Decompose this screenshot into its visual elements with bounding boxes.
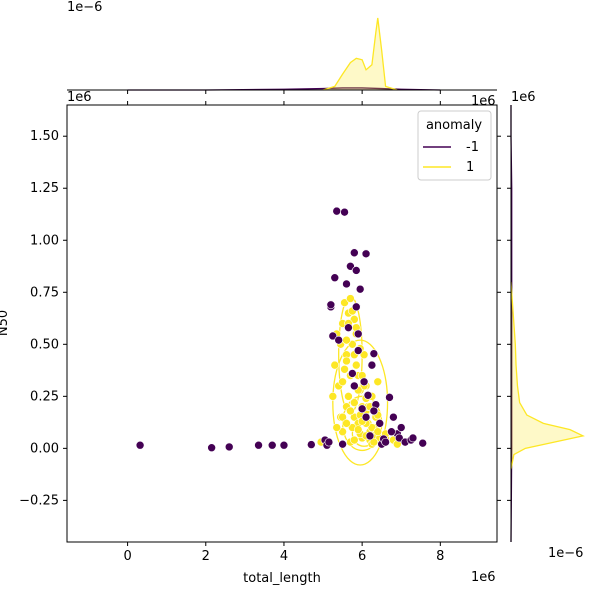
scatter-point-anomaly-neg1 xyxy=(376,419,384,427)
scatter-points xyxy=(136,207,427,452)
scatter-point-anomaly-neg1 xyxy=(339,440,347,448)
x-tick-label: 0 xyxy=(123,549,131,564)
y-tick-label: −0.25 xyxy=(19,493,59,508)
top-marginal-density: 1e−6 xyxy=(67,0,497,90)
scatter-point-anomaly-1 xyxy=(350,436,358,444)
scatter-point-anomaly-neg1 xyxy=(350,382,358,390)
y-tick-label: 1.00 xyxy=(30,233,59,248)
legend: anomaly -1 1 xyxy=(418,111,491,180)
scatter-point-anomaly-1 xyxy=(346,295,354,303)
scatter-point-anomaly-neg1 xyxy=(409,434,417,442)
y-axis-offset-label: 1e6 xyxy=(67,90,92,105)
scatter-point-anomaly-1 xyxy=(329,392,337,400)
scatter-point-anomaly-neg1 xyxy=(362,250,370,258)
scatter-point-anomaly-neg1 xyxy=(280,441,288,449)
scatter-point-anomaly-neg1 xyxy=(325,438,333,446)
y-axis-label: N50 xyxy=(0,310,11,336)
scatter-point-anomaly-neg1 xyxy=(397,424,405,432)
scatter-point-anomaly-1 xyxy=(344,392,352,400)
right-y-offset-label: 1e6 xyxy=(511,90,536,105)
scatter-point-anomaly-neg1 xyxy=(382,438,390,446)
scatter-point-anomaly-neg1 xyxy=(348,369,356,377)
scatter-point-anomaly-neg1 xyxy=(225,443,233,451)
y-tick-label: 1.25 xyxy=(30,181,59,196)
scatter-point-anomaly-neg1 xyxy=(341,208,349,216)
scatter-point-anomaly-1 xyxy=(350,399,358,407)
top-marginal-offset-label: 1e−6 xyxy=(67,0,102,15)
legend-title: anomaly xyxy=(426,118,482,133)
right-marginal-curves xyxy=(511,105,583,542)
scatter-point-anomaly-1 xyxy=(333,424,341,432)
scatter-point-anomaly-neg1 xyxy=(356,285,364,293)
x-axis-label: total_length xyxy=(243,571,321,586)
scatter-point-anomaly-1 xyxy=(343,357,351,365)
x-tick-label: 8 xyxy=(436,549,444,564)
top-marginal-fill xyxy=(323,18,397,90)
y-tick-label: 0.25 xyxy=(30,389,59,404)
x-tick-label: 2 xyxy=(202,549,210,564)
scatter-point-anomaly-1 xyxy=(343,336,351,344)
scatter-point-anomaly-neg1 xyxy=(344,324,352,332)
scatter-point-anomaly-1 xyxy=(331,361,339,369)
top-x-offset-label: 1e6 xyxy=(471,94,496,109)
scatter-point-anomaly-neg1 xyxy=(255,441,263,449)
scatter-point-anomaly-neg1 xyxy=(364,391,372,399)
scatter-point-anomaly-neg1 xyxy=(136,441,144,449)
scatter-point-anomaly-1 xyxy=(339,378,347,386)
scatter-point-anomaly-neg1 xyxy=(389,413,397,421)
legend-label-anomaly-1: 1 xyxy=(466,160,474,175)
scatter-point-anomaly-neg1 xyxy=(343,280,351,288)
scatter-point-anomaly-1 xyxy=(352,361,360,369)
scatter-point-anomaly-neg1 xyxy=(307,441,315,449)
y-tick-label: 0.75 xyxy=(30,285,59,300)
scatter-point-anomaly-neg1 xyxy=(358,405,366,413)
scatter-point-anomaly-neg1 xyxy=(352,266,360,274)
y-tick-label: 1.50 xyxy=(30,129,59,144)
right-marginal-offset-label: 1e−6 xyxy=(548,546,583,561)
scatter-point-anomaly-neg1 xyxy=(354,347,362,355)
scatter-point-anomaly-neg1 xyxy=(387,428,395,436)
right-marginal-density: 1e−6 xyxy=(511,105,583,561)
scatter-point-anomaly-neg1 xyxy=(386,393,394,401)
scatter-point-anomaly-neg1 xyxy=(354,330,362,338)
x-tick-label: 6 xyxy=(358,549,366,564)
scatter-point-anomaly-1 xyxy=(346,407,354,415)
scatter-point-anomaly-neg1 xyxy=(327,301,335,309)
legend-label-anomaly-neg1: -1 xyxy=(466,140,479,155)
scatter-point-anomaly-1 xyxy=(341,365,349,373)
scatter-point-anomaly-neg1 xyxy=(370,407,378,415)
top-marginal-curves xyxy=(128,18,441,90)
right-marginal-fill xyxy=(511,282,583,469)
scatter-point-anomaly-neg1 xyxy=(335,336,343,344)
scatter-point-anomaly-1 xyxy=(374,428,382,436)
x-tick-label: 4 xyxy=(280,549,288,564)
y-axis-ticks: −0.25 0.00 0.25 0.50 0.75 1.00 1.25 1.50 xyxy=(19,129,511,508)
scatter-point-anomaly-1 xyxy=(354,426,362,434)
scatter-point-anomaly-neg1 xyxy=(419,439,427,447)
scatter-point-anomaly-neg1 xyxy=(360,378,368,386)
y-tick-label: 0.00 xyxy=(30,441,59,456)
scatter-point-anomaly-neg1 xyxy=(331,274,339,282)
scatter-point-anomaly-neg1 xyxy=(350,249,358,257)
y-tick-label: 0.50 xyxy=(30,337,59,352)
scatter-point-anomaly-neg1 xyxy=(362,413,370,421)
scatter-point-anomaly-neg1 xyxy=(368,361,376,369)
scatter-point-anomaly-1 xyxy=(374,378,382,386)
scatter-point-anomaly-neg1 xyxy=(268,441,276,449)
x-axis-offset-label: 1e6 xyxy=(471,570,496,585)
scatter-point-anomaly-neg1 xyxy=(208,444,216,452)
scatter-point-anomaly-neg1 xyxy=(366,432,374,440)
x-axis-ticks: 0 2 4 6 8 xyxy=(123,90,444,564)
scatter-point-anomaly-1 xyxy=(343,419,351,427)
scatter-point-anomaly-neg1 xyxy=(352,303,360,311)
scatter-point-anomaly-neg1 xyxy=(333,207,341,215)
scatter-point-anomaly-neg1 xyxy=(370,350,378,358)
